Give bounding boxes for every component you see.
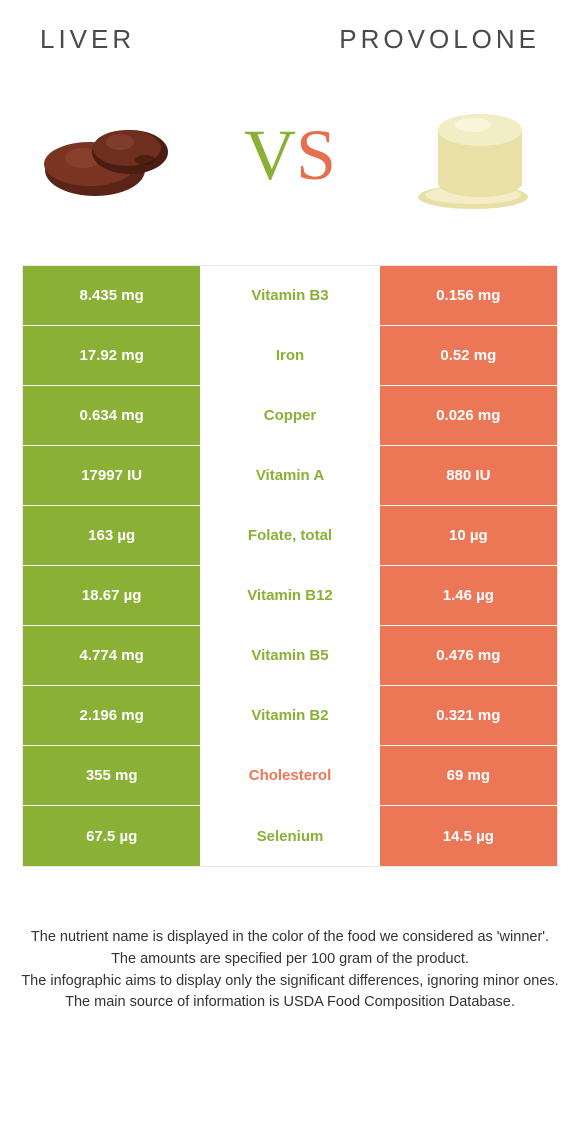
table-row: 355 mgCholesterol69 mg [23,746,557,806]
table-row: 4.774 mgVitamin B50.476 mg [23,626,557,686]
hero-section: VS [0,65,580,265]
footnote-line: The main source of information is USDA F… [20,992,560,1014]
value-right: 10 µg [380,506,557,565]
value-right: 0.026 mg [380,386,557,445]
nutrient-name: Folate, total [200,506,379,565]
food-title-right: PROVOLONE [339,24,540,55]
footnote-line: The amounts are specified per 100 gram o… [20,949,560,971]
nutrient-name: Iron [200,326,379,385]
table-row: 17.92 mgIron0.52 mg [23,326,557,386]
vs-letter-s: S [296,119,336,191]
value-right: 14.5 µg [380,806,557,866]
table-row: 0.634 mgCopper0.026 mg [23,386,557,446]
liver-image [35,95,185,215]
value-right: 0.321 mg [380,686,557,745]
value-left: 17.92 mg [23,326,200,385]
food-title-left: LIVER [40,24,135,55]
vs-label: VS [244,119,336,191]
nutrient-name: Vitamin B5 [200,626,379,685]
header-row: LIVER PROVOLONE [0,0,580,65]
table-row: 17997 IUVitamin A880 IU [23,446,557,506]
value-left: 355 mg [23,746,200,805]
vs-letter-v: V [244,119,296,191]
nutrient-name: Vitamin B12 [200,566,379,625]
value-left: 0.634 mg [23,386,200,445]
table-row: 163 µgFolate, total10 µg [23,506,557,566]
value-right: 0.52 mg [380,326,557,385]
nutrient-table: 8.435 mgVitamin B30.156 mg17.92 mgIron0.… [22,265,558,867]
value-left: 17997 IU [23,446,200,505]
value-right: 1.46 µg [380,566,557,625]
footnotes: The nutrient name is displayed in the co… [0,867,580,1014]
value-left: 8.435 mg [23,266,200,325]
value-left: 67.5 µg [23,806,200,866]
table-row: 67.5 µgSelenium14.5 µg [23,806,557,866]
table-row: 2.196 mgVitamin B20.321 mg [23,686,557,746]
nutrient-name: Selenium [200,806,379,866]
nutrient-name: Vitamin B3 [200,266,379,325]
value-left: 163 µg [23,506,200,565]
nutrient-name: Vitamin B2 [200,686,379,745]
value-left: 18.67 µg [23,566,200,625]
footnote-line: The infographic aims to display only the… [20,971,560,993]
value-right: 0.156 mg [380,266,557,325]
value-left: 4.774 mg [23,626,200,685]
table-row: 8.435 mgVitamin B30.156 mg [23,266,557,326]
nutrient-name: Cholesterol [200,746,379,805]
table-row: 18.67 µgVitamin B121.46 µg [23,566,557,626]
nutrient-name: Vitamin A [200,446,379,505]
footnote-line: The nutrient name is displayed in the co… [20,927,560,949]
value-right: 0.476 mg [380,626,557,685]
value-right: 69 mg [380,746,557,805]
nutrient-name: Copper [200,386,379,445]
value-right: 880 IU [380,446,557,505]
provolone-image [395,95,545,215]
value-left: 2.196 mg [23,686,200,745]
